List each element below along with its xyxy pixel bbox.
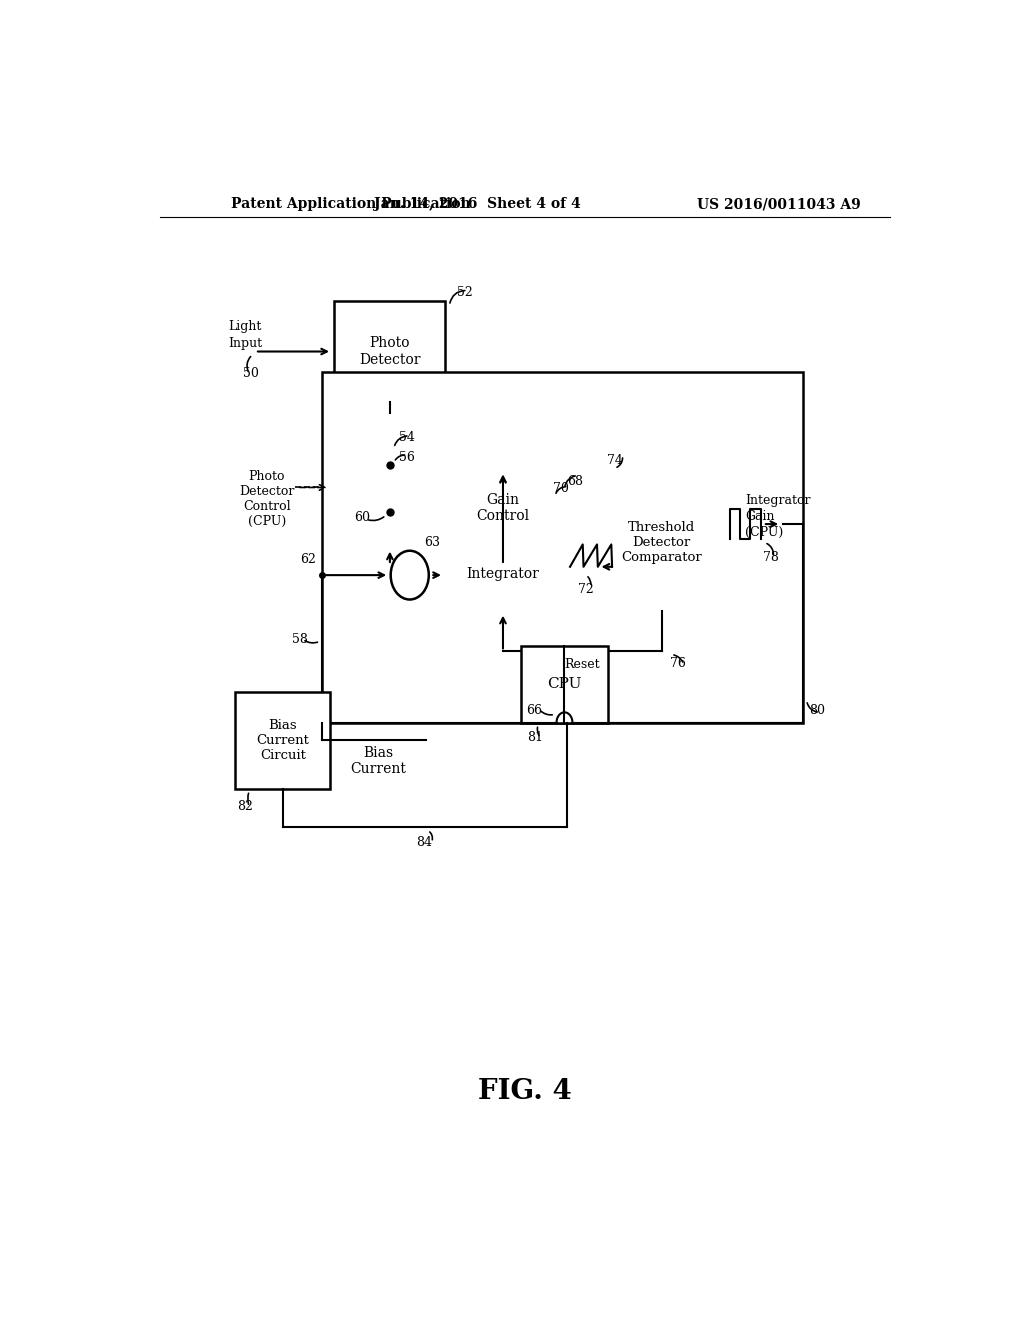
Text: 50: 50 bbox=[243, 367, 259, 380]
Bar bbox=[600, 474, 723, 611]
Text: Gain
Control: Gain Control bbox=[476, 492, 529, 523]
Text: 60: 60 bbox=[354, 511, 371, 524]
Bar bbox=[445, 474, 560, 611]
Text: Input: Input bbox=[228, 337, 262, 350]
Text: Integrator: Integrator bbox=[745, 495, 811, 507]
Text: 56: 56 bbox=[399, 450, 416, 463]
Text: CPU: CPU bbox=[547, 677, 582, 692]
Text: Integrator: Integrator bbox=[467, 566, 540, 581]
Text: US 2016/0011043 A9: US 2016/0011043 A9 bbox=[697, 197, 860, 211]
Text: 66: 66 bbox=[526, 704, 543, 717]
Text: Light: Light bbox=[228, 319, 262, 333]
Text: Gain: Gain bbox=[745, 510, 775, 523]
Text: 68: 68 bbox=[567, 475, 583, 488]
Text: +: + bbox=[402, 566, 417, 585]
Bar bbox=[236, 692, 331, 788]
Bar bbox=[328, 453, 395, 529]
Text: Bias
Current
Circuit: Bias Current Circuit bbox=[256, 719, 309, 762]
Text: Patent Application Publication: Patent Application Publication bbox=[231, 197, 471, 211]
Text: 81: 81 bbox=[527, 731, 543, 744]
Text: Reset: Reset bbox=[564, 659, 600, 671]
Circle shape bbox=[391, 550, 429, 599]
Text: Threshold
Detector
Comparator: Threshold Detector Comparator bbox=[622, 520, 702, 564]
Text: 63: 63 bbox=[424, 536, 440, 549]
Text: 54: 54 bbox=[399, 432, 416, 445]
Bar bbox=[521, 647, 608, 722]
Text: 76: 76 bbox=[670, 657, 685, 671]
Bar bbox=[334, 301, 445, 403]
Text: (CPU): (CPU) bbox=[745, 525, 783, 539]
Text: 70: 70 bbox=[553, 482, 568, 495]
Text: 80: 80 bbox=[809, 704, 825, 717]
Text: 78: 78 bbox=[763, 552, 779, 564]
Text: 72: 72 bbox=[578, 582, 594, 595]
Text: 74: 74 bbox=[606, 454, 623, 467]
Text: 62: 62 bbox=[300, 553, 316, 566]
Bar bbox=[323, 372, 803, 722]
Text: 84: 84 bbox=[416, 836, 432, 849]
Text: Photo
Detector: Photo Detector bbox=[359, 337, 421, 367]
Text: 82: 82 bbox=[238, 800, 253, 813]
Text: Bias
Current: Bias Current bbox=[350, 746, 406, 776]
Text: 52: 52 bbox=[458, 286, 473, 300]
Text: 58: 58 bbox=[292, 632, 308, 645]
Text: Jan. 14, 2016  Sheet 4 of 4: Jan. 14, 2016 Sheet 4 of 4 bbox=[374, 197, 581, 211]
Text: Photo
Detector
Control
(CPU): Photo Detector Control (CPU) bbox=[240, 470, 295, 528]
Text: FIG. 4: FIG. 4 bbox=[478, 1078, 571, 1105]
